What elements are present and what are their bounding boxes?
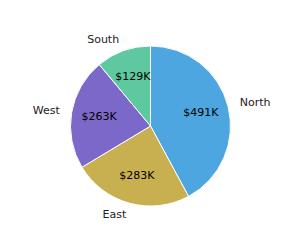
pie-slice — [70, 65, 150, 168]
labels: North $491K East $283K West $263K South $129K — [33, 33, 271, 221]
slice-label: West — [33, 104, 61, 117]
slice-label: South — [87, 33, 119, 46]
chart-container: North $491K East $283K West $263K South $129K — [0, 0, 301, 252]
data-label: $263K — [82, 110, 118, 123]
slice-label: North — [240, 96, 271, 109]
data-label: $283K — [119, 169, 155, 182]
data-label: $491K — [183, 106, 219, 119]
data-label: $129K — [115, 70, 151, 83]
wedges — [70, 46, 230, 206]
slice-label: East — [102, 208, 126, 221]
pie-chart: North $491K East $283K West $263K South $129K — [0, 0, 301, 252]
